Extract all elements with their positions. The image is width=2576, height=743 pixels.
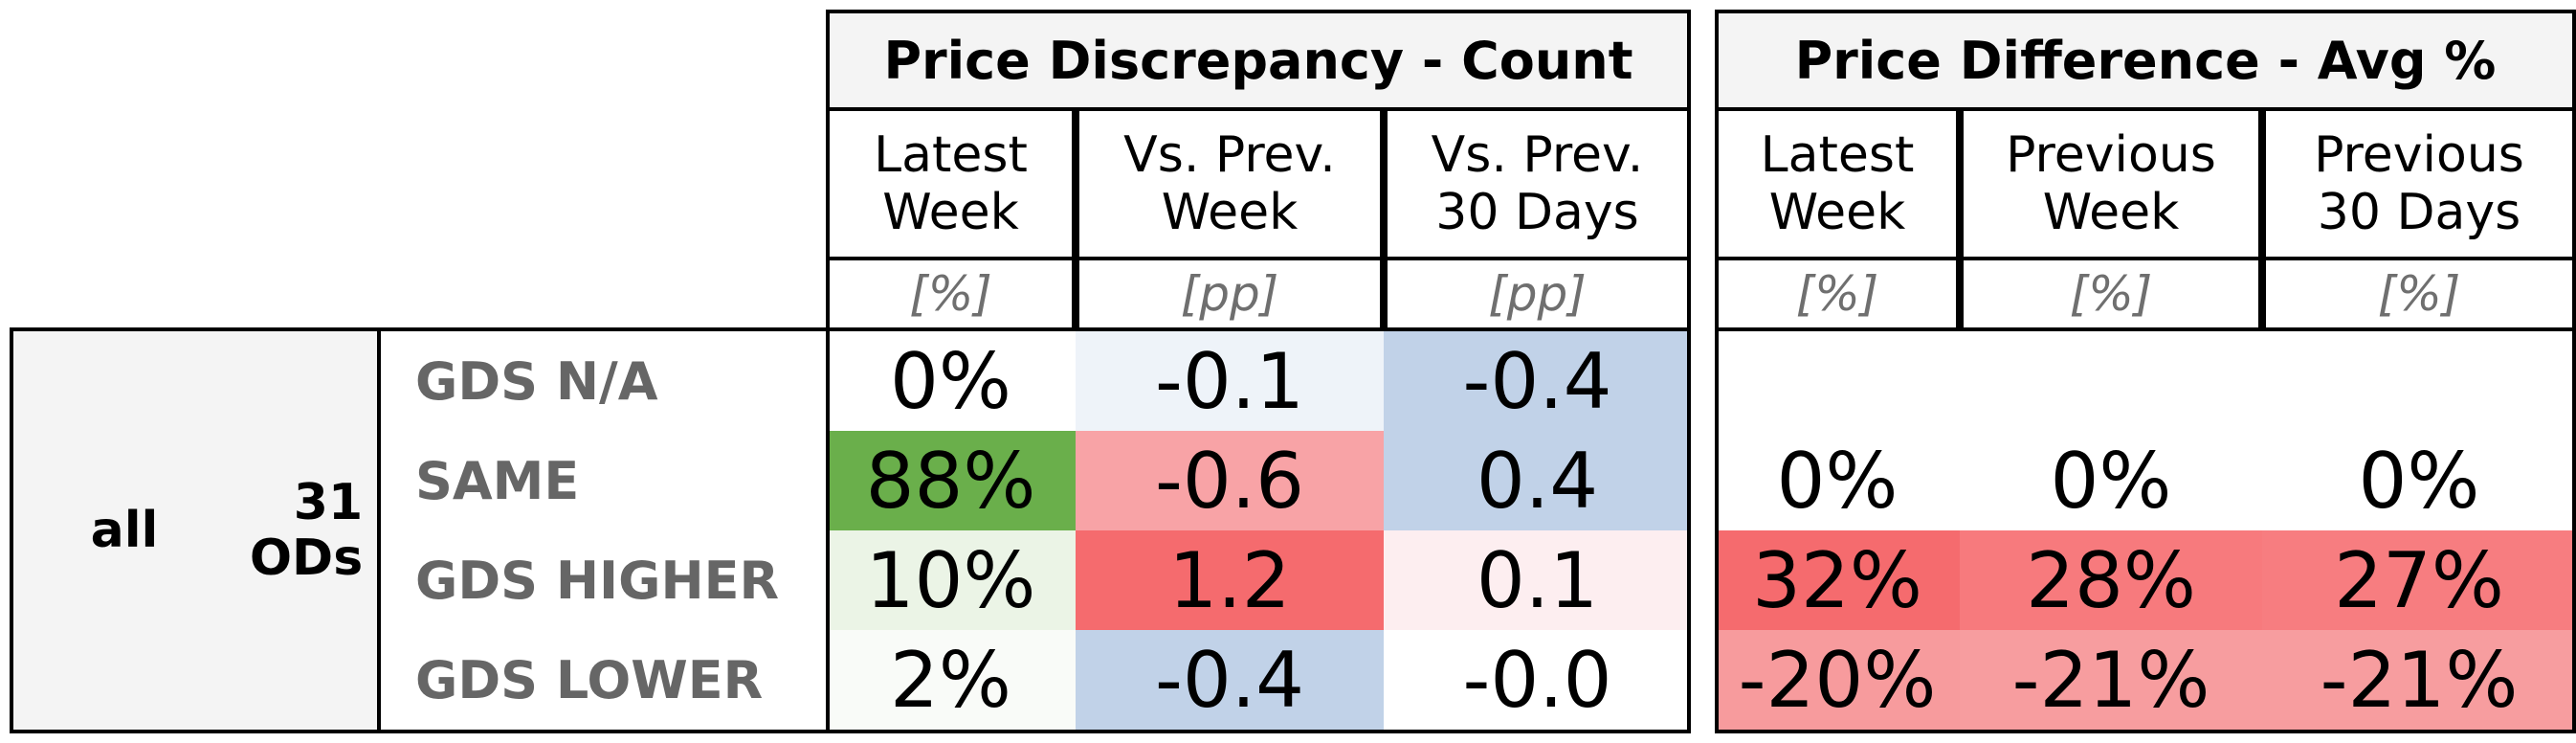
column-header: Vs. Prev. 30 Days [1384, 111, 1691, 260]
row-label: GDS LOWER [415, 649, 764, 710]
row-label: SAME [415, 450, 580, 511]
value-cell: 28% [1960, 530, 2262, 630]
column-unit: [%] [2262, 260, 2576, 331]
value-cell: -21% [1960, 630, 2262, 730]
value-cell: 10% [826, 530, 1076, 630]
column-header: Previous 30 Days [2262, 111, 2576, 260]
value-cell: -20% [1715, 630, 1960, 730]
column-unit: [pp] [1384, 260, 1691, 331]
od-count-label: 31 ODs [249, 474, 364, 587]
section-title: Price Difference - Avg % [1715, 10, 2576, 111]
value-cell: -0.6 [1076, 431, 1384, 530]
row-group-panel [10, 331, 381, 730]
section-title: Price Discrepancy - Count [826, 10, 1691, 111]
value-cell: 0% [2262, 431, 2576, 530]
value-cell: 27% [2262, 530, 2576, 630]
value-cell: 2% [826, 630, 1076, 730]
value-cell: 0.4 [1384, 431, 1691, 530]
value-cell: -21% [2262, 630, 2576, 730]
column-unit: [pp] [1076, 260, 1384, 331]
row-label: GDS N/A [415, 350, 658, 412]
group-divider [377, 331, 381, 730]
value-cell [2262, 331, 2576, 431]
value-cell: 0% [1715, 431, 1960, 530]
value-cell: 1.2 [1076, 530, 1384, 630]
segment-label: all [90, 502, 159, 559]
value-cell [1715, 331, 1960, 431]
column-unit: [%] [1960, 260, 2262, 331]
column-unit: [%] [826, 260, 1076, 331]
value-cell: -0.4 [1384, 331, 1691, 431]
column-header: Previous Week [1960, 111, 2262, 260]
value-cell: -0.0 [1384, 630, 1691, 730]
column-header: Latest Week [826, 111, 1076, 260]
value-cell [1960, 331, 2262, 431]
row-label: GDS HIGHER [415, 550, 780, 611]
value-cell: 0.1 [1384, 530, 1691, 630]
column-header: Latest Week [1715, 111, 1960, 260]
value-cell: -0.4 [1076, 630, 1384, 730]
value-cell: -0.1 [1076, 331, 1384, 431]
value-cell: 32% [1715, 530, 1960, 630]
value-cell: 0% [826, 331, 1076, 431]
column-header: Vs. Prev. Week [1076, 111, 1384, 260]
value-cell: 0% [1960, 431, 2262, 530]
value-cell: 88% [826, 431, 1076, 530]
column-unit: [%] [1715, 260, 1960, 331]
